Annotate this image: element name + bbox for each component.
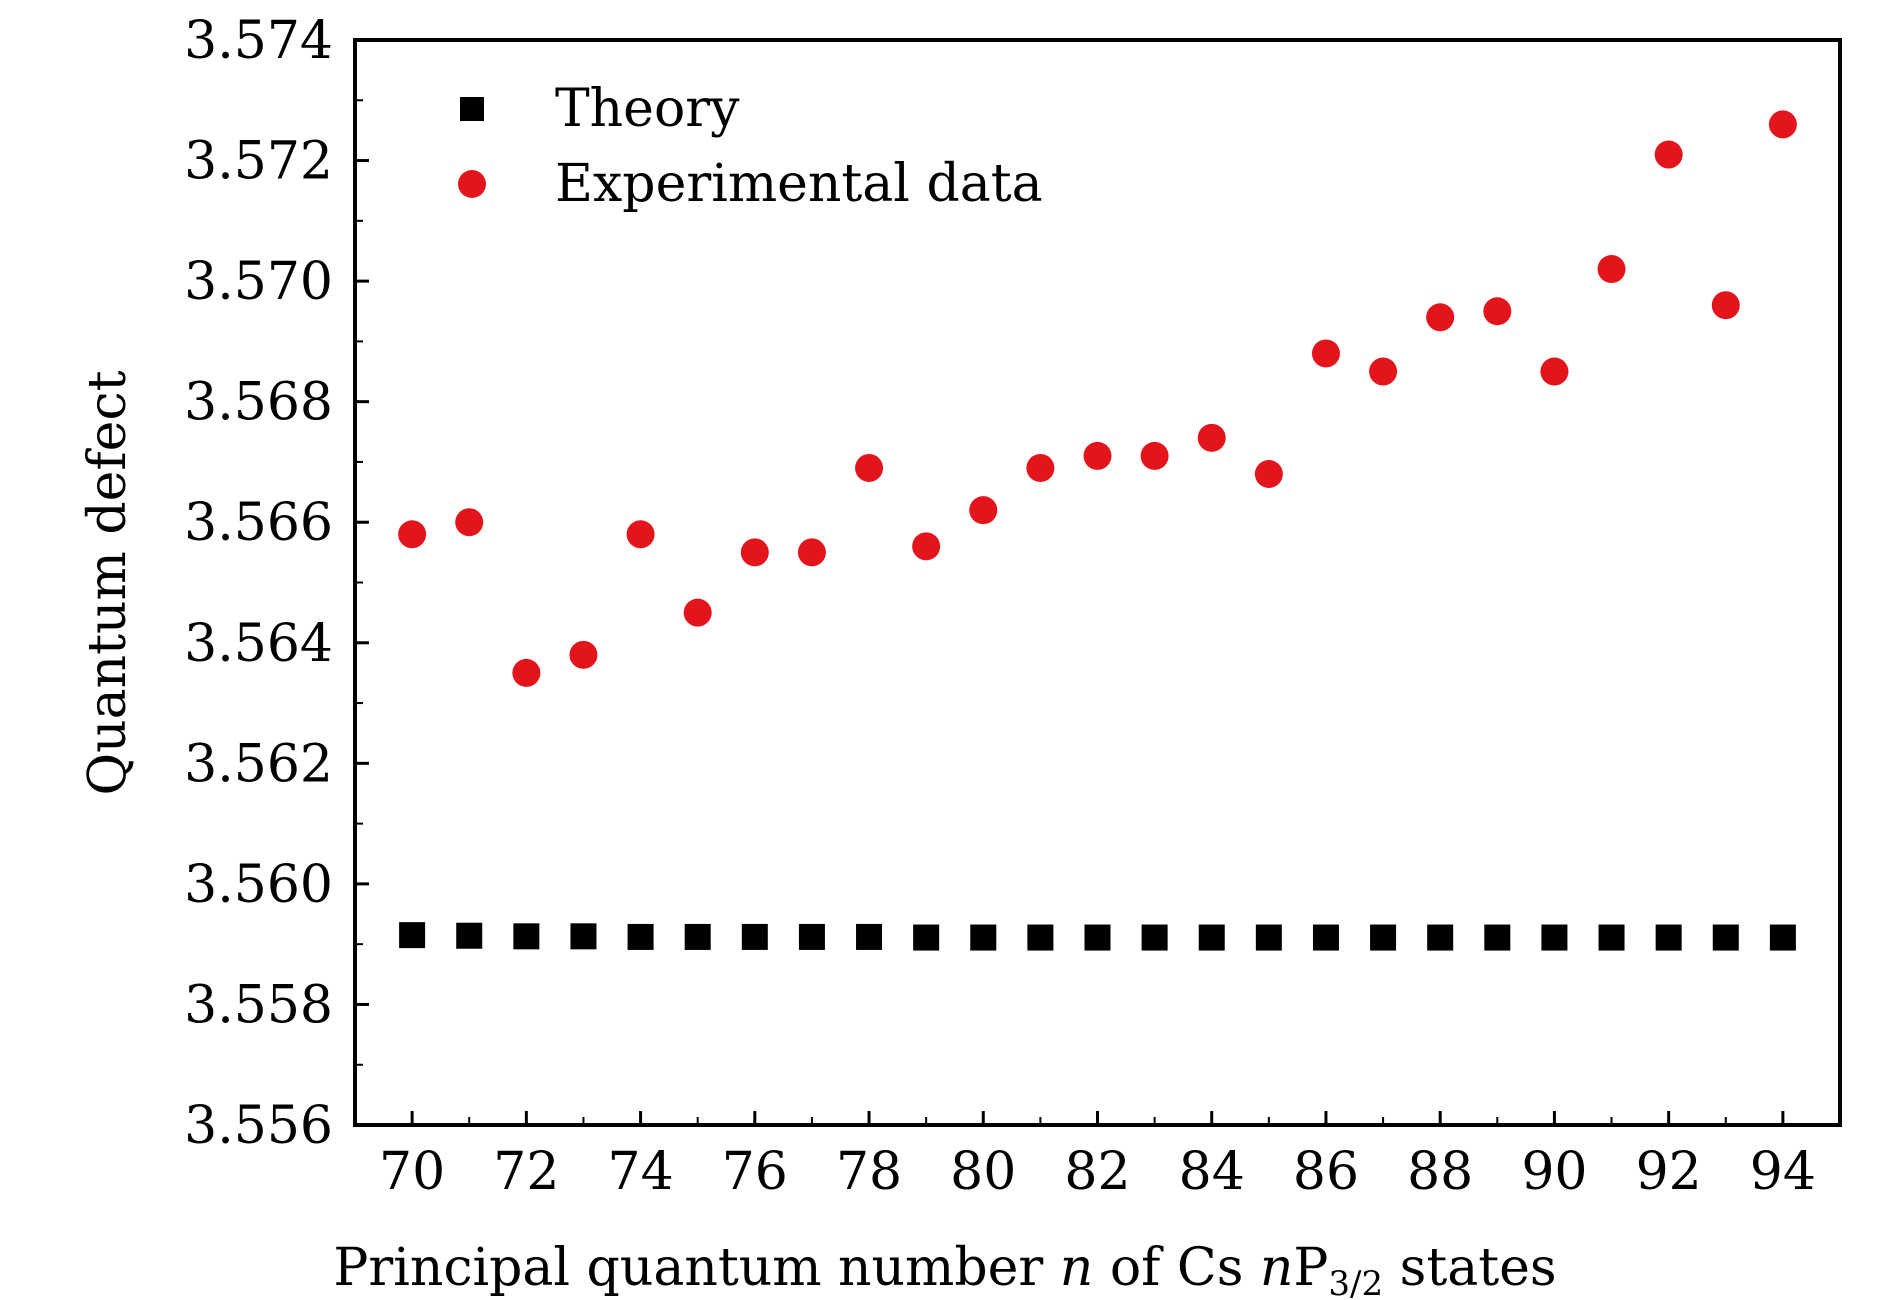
experimental-data-point (455, 508, 484, 537)
x-axis-title-middle: of Cs (1093, 1238, 1260, 1298)
x-tick-label: 78 (836, 1142, 902, 1202)
experimental-data-point (1083, 441, 1112, 470)
x-axis-title-subscript: 3/2 (1328, 1264, 1383, 1300)
experimental-data-point (1654, 140, 1683, 169)
theory-point (1484, 924, 1511, 951)
legend: Theory Experimental data (458, 79, 1043, 214)
x-tick-label: 90 (1521, 1142, 1587, 1202)
tick-labels: 70 72 74 76 78 80 82 84 86 88 90 92 94 3.556 3.558 3.56… (184, 11, 1816, 1202)
theory-point (399, 922, 426, 949)
x-tick-label: 72 (493, 1142, 559, 1202)
experimental-data-point (1026, 453, 1055, 482)
x-tick-label: 74 (607, 1142, 673, 1202)
theory-point (1141, 924, 1168, 951)
x-axis-title-variable-n-2: n (1260, 1238, 1294, 1298)
theory-point (1255, 924, 1282, 951)
legend-theory-marker (460, 97, 484, 121)
experimental-data-point (1197, 423, 1226, 452)
experimental-data-point (797, 538, 826, 567)
theory-point (456, 922, 483, 949)
theory-point (798, 923, 825, 950)
theory-point (570, 923, 597, 950)
x-axis-title-prefix: Principal quantum number (333, 1238, 1059, 1298)
experimental-data-point (1311, 339, 1340, 368)
theory-point (1312, 924, 1339, 951)
experimental-data-point (1369, 357, 1398, 386)
x-tick-label: 70 (379, 1142, 445, 1202)
y-tick-label: 3.562 (184, 734, 333, 794)
experimental-data-point (626, 520, 655, 549)
theory-point (913, 924, 940, 951)
experimental-data-point (1768, 110, 1797, 139)
experimental-data-point (512, 658, 541, 687)
y-tick-label: 3.570 (184, 252, 333, 312)
x-tick-label: 94 (1750, 1142, 1816, 1202)
x-axis-title-p: P (1293, 1238, 1328, 1298)
theory-point (856, 923, 883, 950)
y-tick-label: 3.568 (184, 373, 333, 433)
y-tick-label: 3.564 (184, 614, 333, 674)
data-points (398, 110, 1797, 951)
y-tick-label: 3.556 (184, 1096, 333, 1156)
experimental-data-point (1540, 357, 1569, 386)
experimental-data-point (912, 532, 941, 561)
experimental-data-point (969, 496, 998, 525)
experimental-data-point (398, 520, 427, 549)
experimental-data-point (1597, 255, 1626, 284)
theory-point (1027, 924, 1054, 951)
x-axis-title: Principal quantum number n of Cs nP3/2 s… (333, 1238, 1556, 1300)
x-tick-label: 80 (950, 1142, 1016, 1202)
theory-point (627, 923, 654, 950)
experimental-data-point (740, 538, 769, 567)
y-tick-label: 3.560 (184, 855, 333, 915)
experimental-data-point (1140, 441, 1169, 470)
theory-point (741, 923, 768, 950)
experimental-data-point (1483, 297, 1512, 326)
legend-theory-label: Theory (555, 79, 740, 139)
y-tick-label: 3.558 (184, 975, 333, 1035)
x-axis-title-variable-n: n (1060, 1238, 1094, 1298)
theory-point (1084, 924, 1111, 951)
theory-point (1370, 924, 1397, 951)
y-tick-label: 3.572 (184, 132, 333, 192)
x-tick-label: 84 (1179, 1142, 1245, 1202)
theory-point (1769, 924, 1796, 951)
experimental-data-point (569, 640, 598, 669)
legend-experimental-marker (458, 170, 486, 198)
x-tick-label: 86 (1293, 1142, 1359, 1202)
theory-point (1541, 924, 1568, 951)
theory-point (1598, 924, 1625, 951)
x-tick-label: 92 (1636, 1142, 1702, 1202)
x-tick-label: 88 (1407, 1142, 1473, 1202)
y-tick-label: 3.574 (184, 11, 333, 71)
x-tick-label: 76 (722, 1142, 788, 1202)
y-axis-title: Quantum defect (78, 370, 138, 795)
theory-point (1712, 924, 1739, 951)
theory-point (970, 924, 997, 951)
experimental-data-point (683, 598, 712, 627)
theory-point (1198, 924, 1225, 951)
y-tick-label: 3.566 (184, 493, 333, 553)
x-tick-label: 82 (1064, 1142, 1130, 1202)
plot-frame (353, 38, 1842, 1127)
x-axis-title-suffix: states (1383, 1238, 1556, 1298)
experimental-data-point (1426, 303, 1455, 332)
legend-experimental-label: Experimental data (555, 154, 1043, 214)
experimental-data-point (1254, 460, 1283, 488)
experimental-data-point (855, 453, 884, 482)
theory-point (1655, 924, 1682, 951)
theory-point (684, 923, 711, 950)
theory-point (1427, 924, 1454, 951)
theory-point (513, 923, 540, 950)
experimental-data-point (1711, 291, 1740, 320)
